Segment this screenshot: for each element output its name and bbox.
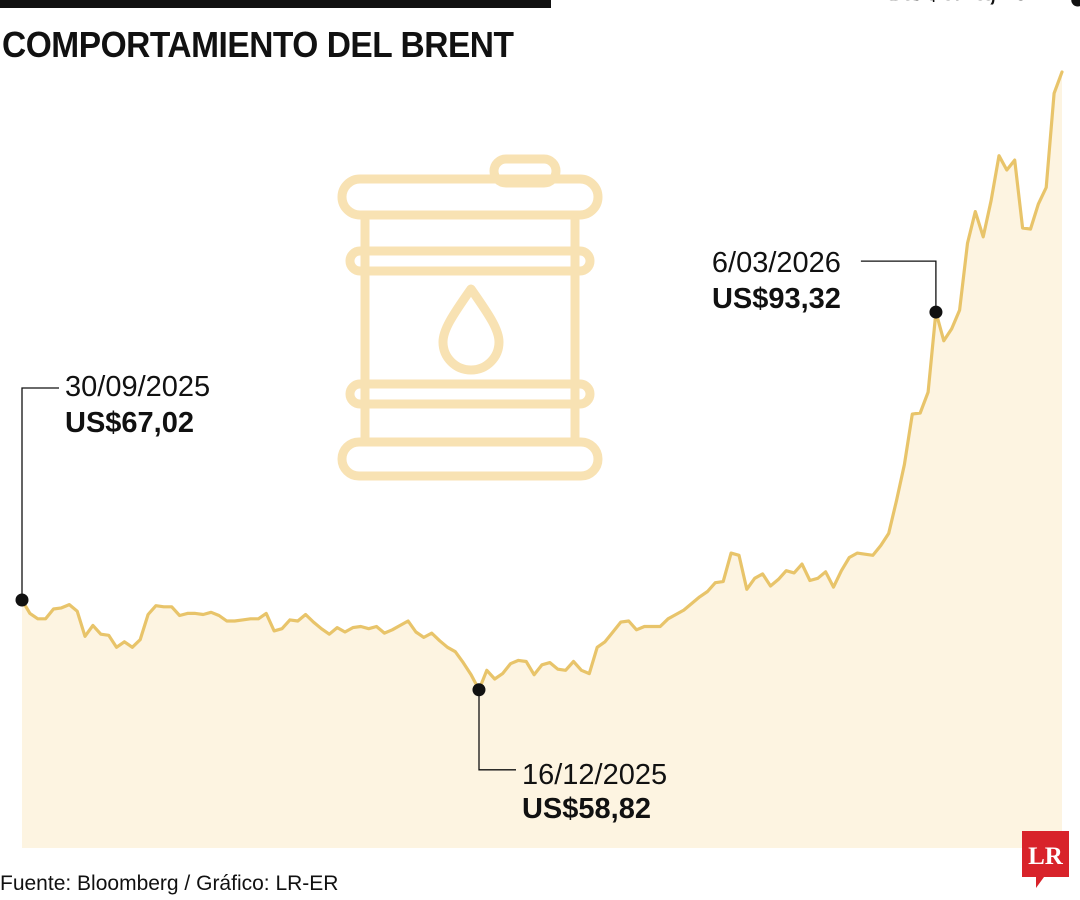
oil-barrel-icon <box>337 154 603 481</box>
annotation-marker <box>15 593 29 607</box>
chart-title: COMPORTAMIENTO DEL BRENT <box>2 24 514 65</box>
annotation-leader <box>478 689 516 771</box>
price-line <box>20 70 1064 692</box>
lr-logo-text: LR <box>1028 843 1064 870</box>
lr-logo: LR <box>1022 831 1069 888</box>
price-area-fill <box>22 72 1062 848</box>
annotation-leader <box>860 260 937 313</box>
annotation-value: US$115,25 <box>885 0 1029 7</box>
annotation-date: 6/03/2026 <box>712 247 841 279</box>
annotation-value: US$58,82 <box>522 793 651 825</box>
annotation-marker <box>929 305 943 319</box>
annotation-leader <box>21 387 59 600</box>
annotation-date: 30/09/2025 <box>65 371 210 403</box>
annotation-date: 16/12/2025 <box>522 759 667 791</box>
annotation-marker <box>472 683 486 697</box>
annotation-value: US$67,02 <box>65 407 194 439</box>
annotation-value: US$93,32 <box>712 283 841 315</box>
annotation-date: 30/03/2026 <box>884 0 1029 7</box>
top-rule <box>0 0 551 8</box>
source-note: Fuente: Bloomberg / Gráfico: LR-ER <box>0 872 339 895</box>
annotation-marker <box>1071 0 1080 7</box>
